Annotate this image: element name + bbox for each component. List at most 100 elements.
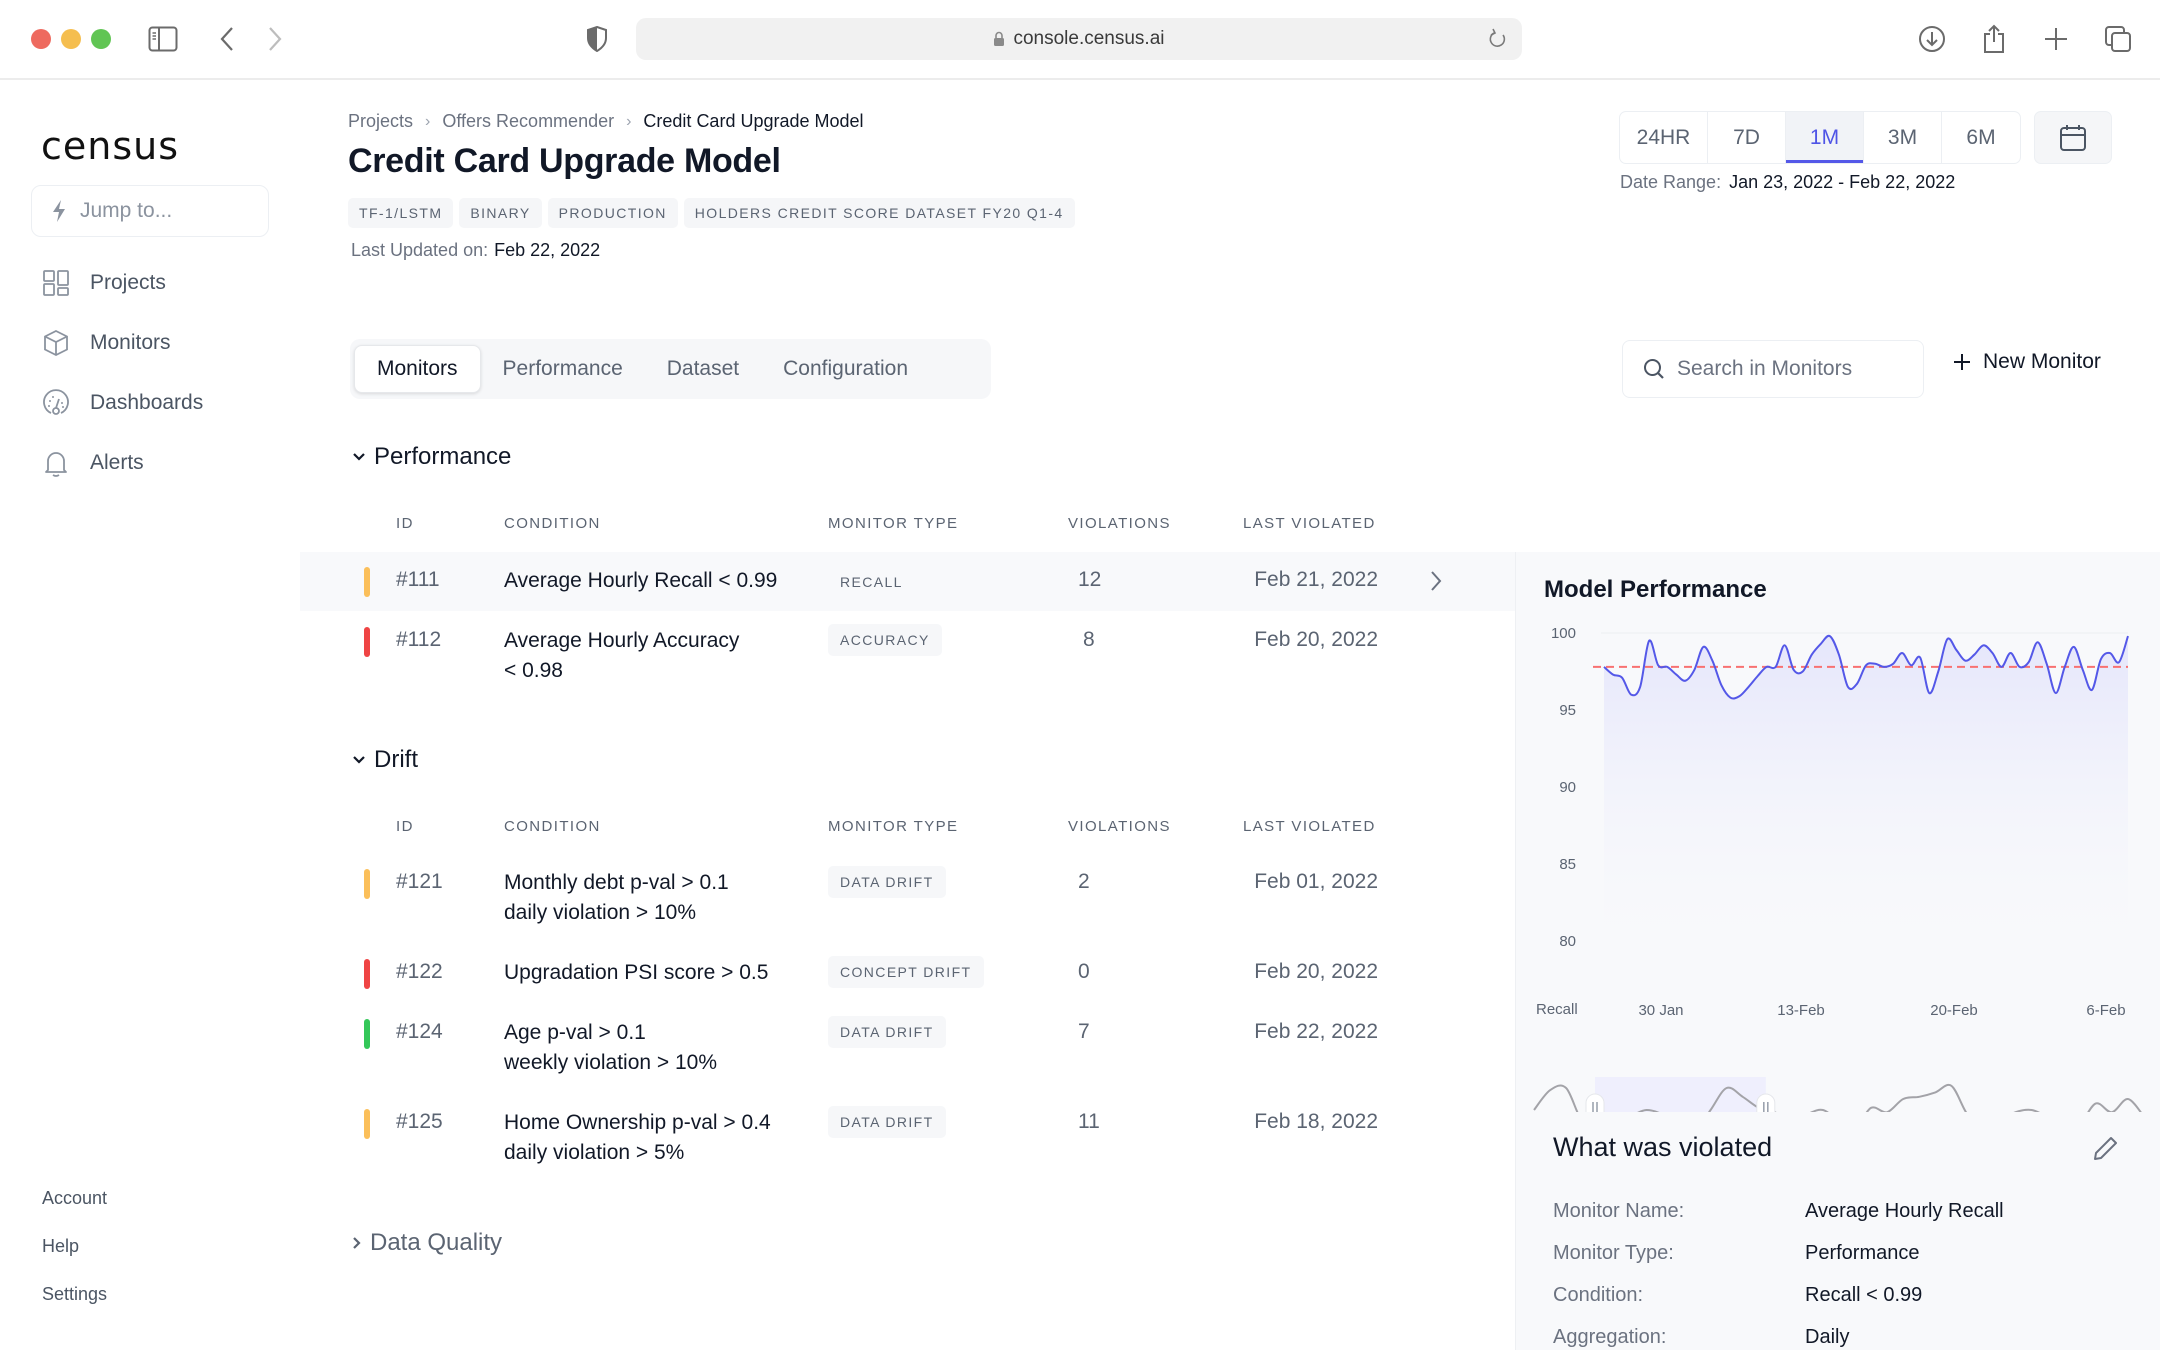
account-link[interactable]: Account xyxy=(42,1188,108,1208)
violations-count: 8 xyxy=(1083,628,1095,651)
tag-framework: TF-1/LSTM xyxy=(348,198,454,228)
help-link[interactable]: Help xyxy=(42,1236,80,1256)
x-axis: 30 Jan 13-Feb 20-Feb 6-Feb xyxy=(1638,1002,2125,1019)
range-3m-button[interactable]: 3M xyxy=(1864,112,1942,163)
violations-count: 2 xyxy=(1078,870,1090,893)
svg-text:6-Feb: 6-Feb xyxy=(2086,1002,2125,1019)
table-row[interactable]: #121 Monthly debt p-val > 0.1 daily viola… xyxy=(300,854,1515,934)
range-7d-button[interactable]: 7D xyxy=(1708,112,1786,163)
chevron-right-icon[interactable] xyxy=(1430,570,1442,592)
chart-title: Model Performance xyxy=(1544,576,1767,603)
column-header-violations: VIOLATIONS xyxy=(1068,818,1171,835)
sidebar-item-projects[interactable]: Projects xyxy=(42,263,166,303)
tabs-overview-icon[interactable] xyxy=(2101,22,2135,56)
sidebar-item-label: Dashboards xyxy=(90,391,204,414)
table-row[interactable]: #122 Upgradation PSI score > 0.5 CONCEPT… xyxy=(300,944,1515,1004)
browser-toolbar: console.census.ai xyxy=(0,0,2160,80)
edit-pencil-icon[interactable] xyxy=(2091,1135,2119,1163)
close-window-button[interactable] xyxy=(31,29,51,49)
view-tabs: Monitors Performance Dataset Configurati… xyxy=(350,339,991,399)
chart-area xyxy=(1604,635,2128,941)
svg-text:100: 100 xyxy=(1551,625,1576,642)
detail-monitor-name: Monitor Name: Average Hourly Recall xyxy=(1553,1200,2004,1222)
navigator-selection[interactable] xyxy=(1595,1077,1766,1112)
last-violated-date: Feb 21, 2022 xyxy=(1254,568,1378,591)
table-row[interactable]: #111 Average Hourly Recall < 0.99 RECALL… xyxy=(300,552,1515,611)
breadcrumb-offers-recommender[interactable]: Offers Recommender xyxy=(442,111,615,131)
table-row[interactable]: #112 Average Hourly Accuracy < 0.98 ACCUR… xyxy=(300,612,1515,692)
sidebar-item-monitors[interactable]: Monitors xyxy=(42,323,171,363)
tab-performance[interactable]: Performance xyxy=(502,357,623,380)
monitor-id: #121 xyxy=(396,870,443,893)
minimize-window-button[interactable] xyxy=(61,29,81,49)
sidebar: census Jump to... Projects Monitors Dash… xyxy=(0,80,300,1350)
range-24hr-button[interactable]: 24HR xyxy=(1620,112,1708,163)
section-performance-toggle[interactable]: Performance xyxy=(352,443,511,471)
tab-dataset[interactable]: Dataset xyxy=(666,357,740,380)
last-violated-date: Feb 18, 2022 xyxy=(1254,1110,1378,1133)
monitor-condition: Age p-val > 0.1 weekly violation > 10% xyxy=(504,1021,718,1074)
navigator-right-handle[interactable] xyxy=(1756,1093,1776,1112)
svg-text:30 Jan: 30 Jan xyxy=(1638,1002,1683,1019)
monitor-condition: Monthly debt p-val > 0.1 daily violation … xyxy=(504,871,729,924)
lightning-icon xyxy=(53,200,65,222)
detail-aggregation: Aggregation: Daily xyxy=(1553,1326,1850,1348)
table-row[interactable]: #125 Home Ownership p-val > 0.4 daily vio… xyxy=(300,1094,1515,1174)
breadcrumb-projects[interactable]: Projects xyxy=(348,111,414,131)
jump-to-input[interactable]: Jump to... xyxy=(31,185,269,237)
table-row[interactable]: #124 Age p-val > 0.1 weekly violation > 1… xyxy=(300,1004,1515,1084)
search-monitors-input[interactable]: Search in Monitors xyxy=(1622,340,1924,398)
tab-monitors[interactable]: Monitors xyxy=(354,345,481,393)
navigator-left-handle[interactable] xyxy=(1585,1093,1605,1112)
cube-icon xyxy=(44,329,68,357)
svg-text:20-Feb: 20-Feb xyxy=(1930,1002,1978,1019)
share-icon[interactable] xyxy=(1977,22,2011,56)
jump-to-placeholder: Jump to... xyxy=(80,199,173,222)
monitor-type-badge: DATA DRIFT xyxy=(828,866,946,898)
forward-icon[interactable] xyxy=(258,22,292,56)
monitor-id: #125 xyxy=(396,1110,443,1133)
model-tags: TF-1/LSTM BINARY PRODUCTION HOLDERS CRED… xyxy=(348,198,1075,228)
y-axis-label: Recall xyxy=(1536,1001,1578,1018)
status-indicator-warning xyxy=(364,567,370,597)
svg-text:80: 80 xyxy=(1559,933,1576,950)
monitor-id: #124 xyxy=(396,1020,443,1043)
violation-title: What was violated xyxy=(1553,1132,1773,1162)
monitor-type-badge: ACCURACY xyxy=(828,624,942,656)
monitor-condition: Average Hourly Accuracy < 0.98 xyxy=(504,629,740,682)
chevron-right-icon: › xyxy=(626,112,632,130)
census-logo[interactable]: census xyxy=(41,124,180,168)
section-drift-toggle[interactable]: Drift xyxy=(352,746,418,774)
back-icon[interactable] xyxy=(210,22,244,56)
chevron-right-icon xyxy=(353,1237,361,1249)
new-monitor-button[interactable]: New Monitor xyxy=(1953,350,2101,374)
status-indicator-critical xyxy=(364,959,370,989)
column-header-condition: CONDITION xyxy=(504,515,601,532)
range-6m-button[interactable]: 6M xyxy=(1966,125,1996,149)
sidebar-item-dashboards[interactable]: Dashboards xyxy=(42,383,203,423)
section-data-quality-toggle[interactable]: Data Quality xyxy=(352,1229,502,1257)
range-1m-button[interactable]: 1M xyxy=(1786,112,1864,163)
search-icon xyxy=(1644,359,1664,379)
sidebar-item-alerts[interactable]: Alerts xyxy=(42,443,144,483)
calendar-button[interactable] xyxy=(2034,111,2112,164)
maximize-window-button[interactable] xyxy=(91,29,111,49)
download-icon[interactable] xyxy=(1915,22,1949,56)
monitor-detail-panel: Model Performance 100 95 90 85 80 30 Jan 13-F… xyxy=(1515,552,2160,1350)
monitor-type-badge: CONCEPT DRIFT xyxy=(828,956,984,988)
last-updated-label: Last Updated on: xyxy=(351,240,489,260)
shield-icon[interactable] xyxy=(580,22,614,56)
new-tab-icon[interactable] xyxy=(2039,22,2073,56)
last-violated-date: Feb 20, 2022 xyxy=(1254,628,1378,651)
address-bar[interactable]: console.census.ai xyxy=(636,18,1522,60)
sidebar-item-label: Projects xyxy=(90,271,166,294)
section-title: Performance xyxy=(374,443,512,470)
monitor-type-badge: DATA DRIFT xyxy=(828,1016,946,1048)
chevron-down-icon xyxy=(353,756,365,764)
grid-icon xyxy=(43,270,69,296)
tab-configuration[interactable]: Configuration xyxy=(783,357,909,380)
reload-icon[interactable] xyxy=(1488,27,1508,51)
sidebar-toggle-icon[interactable] xyxy=(146,22,180,56)
settings-link[interactable]: Settings xyxy=(42,1284,108,1304)
model-performance-chart[interactable]: 100 95 90 85 80 30 Jan 13-Feb 20-Feb 6-Feb Reca… xyxy=(1516,612,2160,1112)
